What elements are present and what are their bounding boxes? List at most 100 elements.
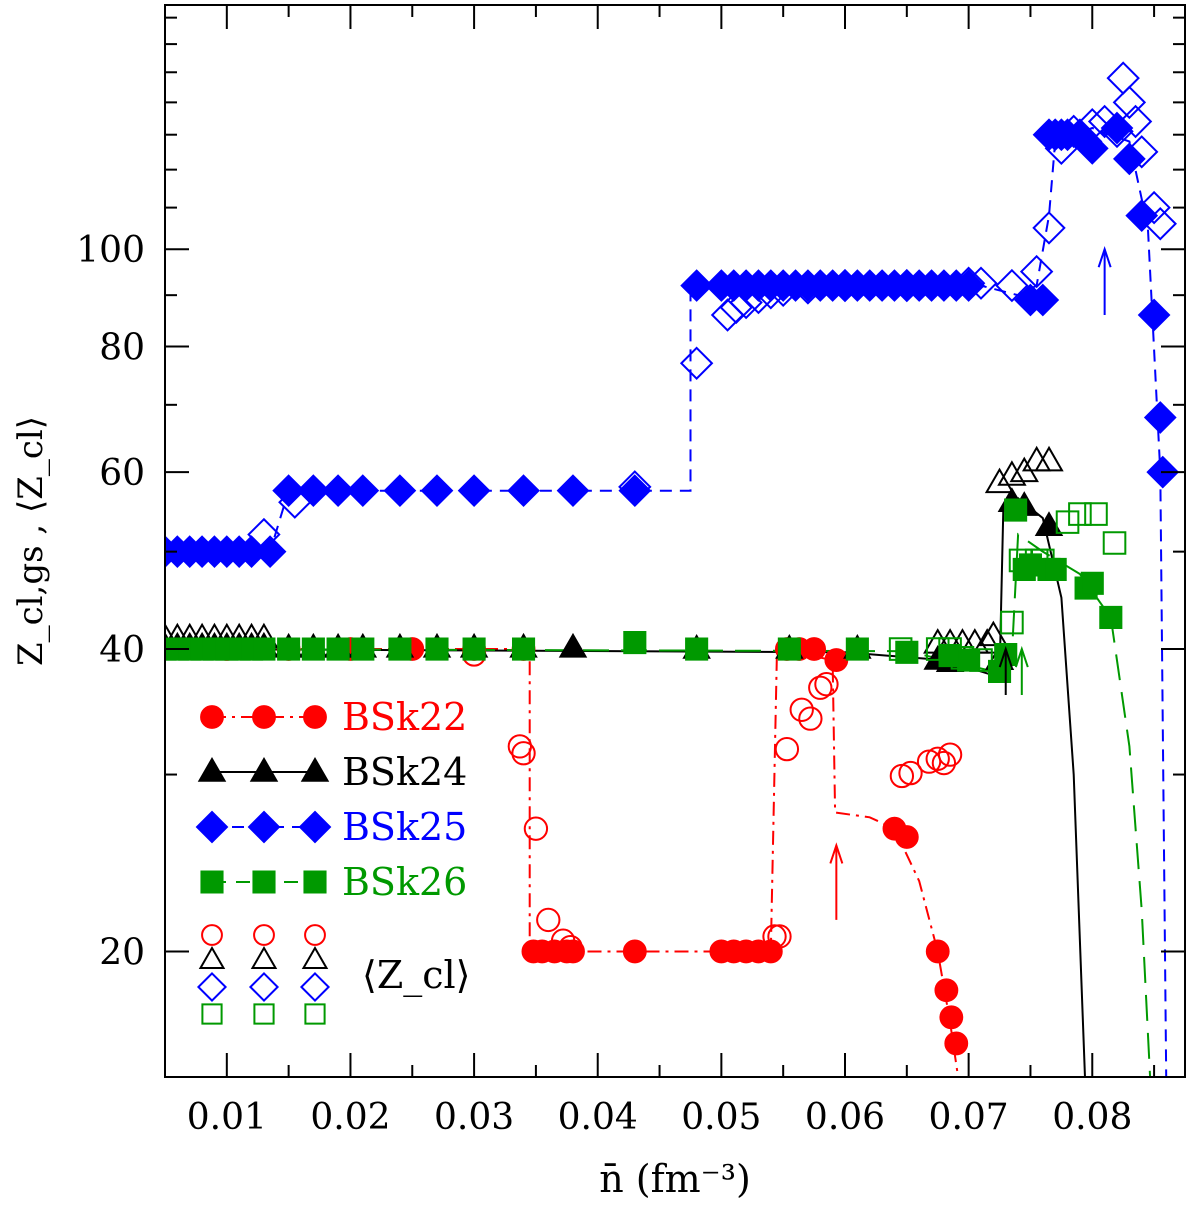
point-open-bsk22 (507, 734, 532, 759)
point-open-bsk25 (719, 290, 753, 325)
point-open-bsk26 (1000, 610, 1024, 635)
legend-marker (298, 810, 332, 844)
arrow (1014, 645, 1029, 695)
y-tick-label: 100 (76, 230, 145, 271)
point-open-bsk22 (931, 750, 957, 776)
point-bsk22 (925, 939, 950, 964)
legend-label: BSk22 (342, 695, 467, 739)
point-bsk25 (457, 474, 491, 508)
point-bsk25 (1113, 142, 1146, 176)
point-open-bsk26 (1102, 531, 1127, 555)
x-tick-label: 0.06 (805, 1097, 885, 1138)
point-bsk22 (561, 939, 585, 964)
point-open-bsk25 (679, 346, 714, 380)
point-open-bsk22 (814, 672, 839, 697)
point-bsk26 (1043, 557, 1067, 582)
point-open-bsk25 (995, 268, 1029, 303)
point-open-bsk25 (1118, 104, 1153, 139)
point-bsk22 (934, 978, 959, 1003)
point-bsk22 (939, 1005, 964, 1030)
x-tick-label: 0.01 (187, 1097, 267, 1138)
legend-open-marker (201, 1003, 223, 1025)
point-bsk25 (507, 474, 540, 508)
legend-marker (249, 756, 279, 782)
curve-bsk22 (165, 647, 960, 1077)
legend-marker (300, 756, 330, 782)
legend-open-marker (304, 1003, 326, 1025)
point-bsk26 (1004, 498, 1028, 522)
x-tick-label: 0.04 (558, 1097, 638, 1138)
point-open-bsk22 (925, 746, 950, 771)
point-bsk25 (618, 474, 652, 508)
point-open-bsk24 (1034, 445, 1064, 472)
legend-marker (197, 756, 227, 782)
legend-item-bsk25: BSk25 (195, 805, 467, 849)
point-bsk25 (1100, 111, 1134, 145)
legend: BSk22 BSk24 BSk25 BSk26 ⟨Z_cl⟩ (195, 695, 471, 1025)
point-open-bsk24 (997, 460, 1027, 486)
arrows (829, 246, 1112, 920)
point-open-bsk22 (511, 741, 536, 766)
legend-marker (303, 705, 327, 729)
point-bsk22 (894, 825, 919, 849)
point-bsk25 (297, 474, 330, 508)
x-tick-label: 0.02 (310, 1097, 390, 1138)
legend-open-marker (196, 971, 228, 1003)
legend-open-marker (304, 924, 326, 946)
point-open-bsk25 (1112, 85, 1147, 120)
legend-open-marker (253, 1003, 275, 1025)
legend-open-marker (198, 945, 226, 969)
legend-marker (200, 705, 224, 729)
legend-open-marker (250, 945, 278, 969)
point-bsk22 (758, 939, 783, 964)
point-bsk22 (622, 939, 647, 964)
arrow (1097, 246, 1112, 316)
point-bsk25 (346, 474, 380, 508)
point-bsk26 (462, 637, 486, 661)
point-bsk26 (425, 637, 449, 661)
legend-marker (303, 870, 327, 894)
x-axis-label: n̄ (fm⁻³) (599, 1157, 751, 1201)
legend-open-marker (299, 971, 331, 1003)
x-tick-label: 0.07 (929, 1097, 1009, 1138)
arrow-head (998, 645, 1013, 668)
arrow (998, 645, 1013, 695)
point-open-bsk24 (972, 628, 1002, 654)
point-bsk25 (1125, 199, 1159, 232)
point-open-bsk22 (798, 706, 823, 731)
point-bsk25 (321, 474, 355, 508)
point-open-bsk22 (774, 736, 800, 762)
arrow-head (829, 842, 844, 864)
point-bsk24 (1034, 511, 1064, 536)
point-open-bsk24 (978, 620, 1009, 647)
legend-marker (200, 870, 224, 894)
point-bsk26 (777, 637, 801, 661)
y-axis-label: Z_cl,gs , ⟨Z_cl⟩ (11, 416, 51, 666)
y-tick-label: 80 (99, 328, 145, 369)
point-bsk26 (895, 640, 919, 664)
point-bsk24 (558, 632, 588, 658)
point-bsk26 (1099, 605, 1123, 630)
point-bsk25 (1143, 401, 1177, 434)
point-open-bsk26 (1055, 510, 1080, 534)
point-bsk25 (556, 474, 590, 508)
point-bsk22 (944, 1031, 969, 1056)
point-bsk26 (351, 637, 375, 661)
legend-open-marker (301, 945, 329, 969)
point-bsk26 (277, 637, 301, 661)
legend-mean-label: ⟨Z_cl⟩ (362, 953, 471, 998)
point-bsk25 (680, 269, 713, 302)
point-bsk25 (420, 474, 454, 508)
legend-item-bsk26: BSk26 (200, 860, 467, 904)
point-open-bsk22 (536, 907, 561, 933)
point-bsk26 (957, 648, 981, 672)
x-tick-label: 0.03 (434, 1097, 514, 1138)
point-open-bsk25 (1019, 254, 1054, 289)
point-bsk26 (1080, 571, 1104, 595)
point-open-bsk22 (937, 742, 963, 767)
point-bsk26 (511, 637, 536, 661)
y-tick-label: 40 (99, 630, 145, 671)
x-tick-label: 0.08 (1052, 1097, 1132, 1138)
legend-label: BSk26 (342, 860, 467, 904)
